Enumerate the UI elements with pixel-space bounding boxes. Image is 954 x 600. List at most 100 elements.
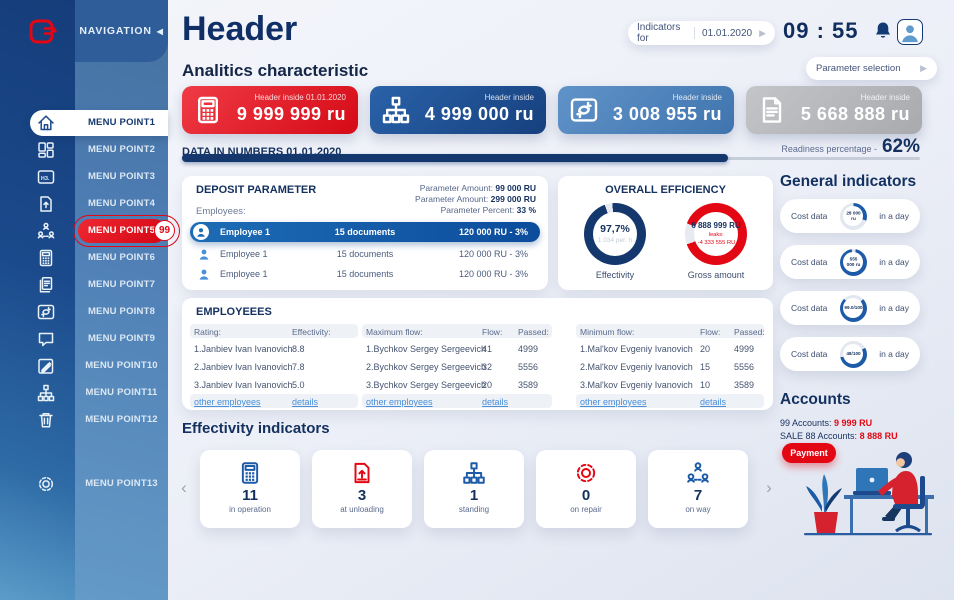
- sidebar-item-menu-point2[interactable]: MENU POINT2: [0, 138, 168, 162]
- general-indicator-card: Cost data 48/100 in a day: [780, 337, 920, 371]
- sidebar-item-label: MENU POINT10: [85, 360, 158, 371]
- notification-badge: 99: [154, 220, 175, 241]
- kanban-icon: [36, 140, 56, 160]
- navigation-label: NAVIGATION: [79, 25, 152, 37]
- indicators-date-picker[interactable]: Indicators for 01.01.2020 ▶: [628, 21, 775, 45]
- indicator-card-on-way: 7 on way: [648, 450, 748, 528]
- gear-icon: [573, 460, 599, 486]
- employee-row-selected[interactable]: Employee 1 15 documents 120 000 RU - 3%: [190, 222, 540, 242]
- summary-card-gray: Header inside 5 668 888 ru: [746, 86, 922, 134]
- table-row: 2.Janbiev Ivan Ivanovich: [194, 362, 293, 372]
- sidebar-item-label: MENU POINT2: [87, 144, 156, 155]
- calculator-icon: [192, 94, 224, 126]
- sidebar-item-menu-point13[interactable]: MENU POINT13: [0, 472, 168, 496]
- card-value: 4 999 000 ru: [424, 104, 534, 124]
- window-refresh-icon: [36, 302, 56, 322]
- indicator-card-on-repair: 0 on repair: [536, 450, 636, 528]
- summary-card-red: Header inside 01.01.2020 9 999 999 ru: [182, 86, 358, 134]
- sidebar-item-menu-point9[interactable]: MENU POINT9: [0, 327, 168, 351]
- sidebar-item-menu-point4[interactable]: MENU POINT4: [0, 192, 168, 216]
- card-label: Header inside: [484, 93, 534, 102]
- deposit-parameters: Parameter Amount: 99 000 RU Parameter Am…: [415, 183, 536, 215]
- employee-row[interactable]: Employee 1 15 documents 120 000 RU - 3%: [190, 264, 540, 284]
- details-link[interactable]: details: [292, 397, 319, 407]
- sidebar-item-label: MENU POINT8: [87, 306, 156, 317]
- chat-icon: [36, 329, 56, 349]
- payment-button[interactable]: Payment: [782, 443, 836, 463]
- person-icon: [197, 247, 211, 261]
- table-row: 1.Mal'kov Evgeniy Ivanovich: [580, 344, 693, 354]
- card-label: Header inside: [860, 93, 910, 102]
- notifications-bell-icon[interactable]: [873, 21, 893, 43]
- sidebar-item-label: MENU POINT5: [87, 225, 156, 236]
- sidebar-item-menu-point1[interactable]: MENU POINT1: [0, 110, 168, 136]
- details-link[interactable]: details: [700, 397, 727, 407]
- sidebar-item-menu-point8[interactable]: MENU POINT8: [0, 300, 168, 324]
- home-icon: [36, 113, 56, 133]
- sidebar-item-menu-point12[interactable]: MENU POINT12: [0, 408, 168, 432]
- summary-card-blue: Header inside 3 008 955 ru: [558, 86, 734, 134]
- carousel-next-button[interactable]: ›: [766, 478, 772, 497]
- panel-title: DEPOSIT PARAMETER: [196, 184, 317, 196]
- card-label: Header inside 01.01.2020: [254, 93, 346, 102]
- card-value: 5 668 888 ru: [800, 104, 910, 124]
- table-footer-chip: [576, 394, 764, 408]
- table-row: 2.Bychkov Sergey Sergeevich: [366, 362, 487, 372]
- sidebar-navigation-header[interactable]: NAVIGATION ◀: [75, 0, 168, 62]
- progress-fill: [182, 154, 729, 162]
- divider: [694, 27, 696, 39]
- gauge-chart: 28 000 ru: [839, 202, 867, 230]
- sidebar-item-label: MENU POINT12: [85, 414, 158, 425]
- gross-amount-donut-chart: 6 888 999 RU leaks: -4 333 555 RU: [685, 203, 747, 265]
- sidebar-item-label: MENU POINT11: [85, 387, 158, 398]
- summary-cards-row: Header inside 01.01.2020 9 999 999 ru He…: [182, 86, 922, 134]
- table-row: 3.Janbiev Ivan Ivanovich: [194, 380, 293, 390]
- sidebar-item-label: MENU POINT9: [87, 333, 156, 344]
- other-employees-link[interactable]: other employees: [580, 397, 647, 407]
- expand-arrow-icon[interactable]: ▶: [759, 27, 766, 38]
- indicator-card-standing: 1 standing: [424, 450, 524, 528]
- general-indicators-title: General indicators: [780, 173, 917, 190]
- general-indicator-card: Cost data 28 000 ru in a day: [780, 199, 920, 233]
- sidebar-icon-rail: [0, 0, 75, 600]
- carousel-prev-button[interactable]: ‹: [181, 478, 187, 497]
- donut-caption: Gross amount: [687, 270, 745, 280]
- table-footer-chip: [362, 394, 552, 408]
- clock: 09 : 55: [783, 18, 859, 43]
- table-row: 1.Janbiev Ivan Ivanovich: [194, 344, 293, 354]
- sidebar-item-label: MENU POINT1: [87, 117, 156, 128]
- sitemap-icon: [380, 94, 412, 126]
- other-employees-link[interactable]: other employees: [366, 397, 433, 407]
- trash-icon: [36, 410, 56, 430]
- person-icon: [197, 267, 211, 281]
- table-header-chip: [576, 324, 764, 338]
- accounts-line: 99 Accounts: 9 999 RU: [780, 418, 873, 428]
- user-avatar[interactable]: [897, 19, 923, 45]
- other-employees-link[interactable]: other employees: [194, 397, 261, 407]
- expand-arrow-icon[interactable]: ▶: [920, 63, 927, 73]
- employee-row[interactable]: Employee 1 15 documents 120 000 RU - 3%: [190, 244, 540, 264]
- collapse-arrow-icon[interactable]: ◀: [156, 26, 164, 36]
- table-header-chip: [362, 324, 552, 338]
- overall-efficiency-panel: OVERALL EFFICIENCY 97,7% 1 034 per. h 6 …: [558, 176, 773, 290]
- sidebar-item-menu-point11[interactable]: MENU POINT11: [0, 381, 168, 405]
- page-subtitle: Analitics characteristic: [182, 61, 369, 80]
- readiness-label: Readiness percentage -: [781, 144, 877, 154]
- details-link[interactable]: details: [482, 397, 509, 407]
- document-upload-icon: [349, 460, 375, 486]
- sidebar-item-label: MENU POINT13: [85, 478, 158, 489]
- sidebar-item-menu-point5[interactable]: MENU POINT5 99: [0, 215, 180, 247]
- svg-text:НЗ.: НЗ.: [41, 176, 50, 182]
- sidebar-item-menu-point6[interactable]: MENU POINT6: [0, 246, 168, 270]
- sidebar-item-menu-point7[interactable]: MENU POINT7: [0, 273, 168, 297]
- parameter-selection-label: Parameter selection: [816, 63, 901, 74]
- sidebar-item-menu-point10[interactable]: MENU POINT10: [0, 354, 168, 378]
- table-row: 2.Mal'kov Evgeniy Ivanovich: [580, 362, 693, 372]
- indicators-for-label: Indicators for: [637, 22, 681, 44]
- sidebar-item-label: MENU POINT4: [87, 198, 156, 209]
- table-row: 3.Bychkov Sergey Sergeevich: [366, 380, 487, 390]
- parameter-selection-button[interactable]: Parameter selection ▶: [806, 57, 937, 80]
- summary-card-navy: Header inside 4 999 000 ru: [370, 86, 546, 134]
- panel-title: EMPLOYEEES: [196, 306, 272, 318]
- sidebar-item-menu-point3[interactable]: НЗ. MENU POINT3: [0, 165, 168, 189]
